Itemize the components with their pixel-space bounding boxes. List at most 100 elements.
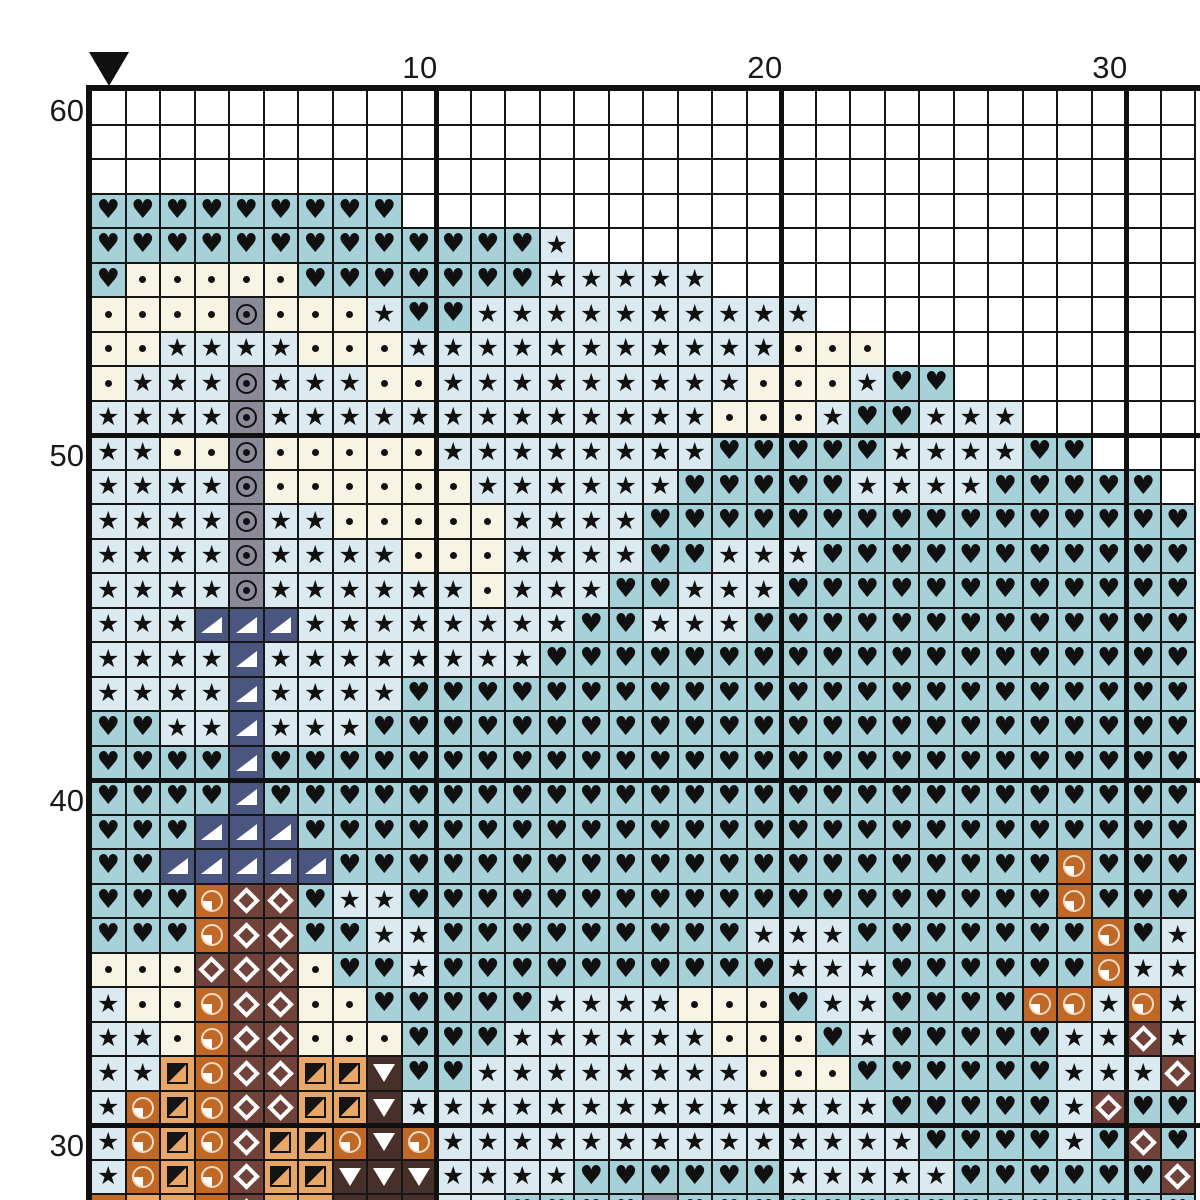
stitch-cell-heart: ♥ — [299, 919, 334, 954]
stitch-cell-heart: ♥ — [1058, 677, 1093, 712]
stitch-cell-heart: ♥ — [1023, 815, 1058, 850]
down-triangle-symbol-icon — [407, 1167, 430, 1186]
stitch-cell-empty — [1023, 125, 1058, 160]
stitch-cell-empty — [713, 194, 748, 229]
stitch-cell-empty — [1127, 298, 1162, 333]
star-symbol-icon: ★ — [580, 540, 603, 570]
stitch-cell-dot — [195, 436, 230, 471]
stitch-cell-dot — [161, 436, 196, 471]
stitch-cell-heart: ♥ — [1092, 884, 1127, 919]
quarter-circle-symbol-icon — [1063, 855, 1086, 878]
stitch-cell-heart: ♥ — [506, 1195, 541, 1200]
stitch-cell-heart: ♥ — [989, 505, 1024, 540]
stitch-cell-quarter-circle — [1023, 988, 1058, 1023]
half-square-symbol-icon — [304, 1062, 326, 1084]
stitch-cell-heart: ♥ — [885, 815, 920, 850]
stitch-cell-heart: ♥ — [575, 608, 610, 643]
heart-symbol-icon: ♥ — [1028, 919, 1052, 950]
star-symbol-icon: ★ — [269, 643, 292, 673]
star-symbol-icon: ★ — [373, 298, 396, 328]
stitch-cell-heart: ♥ — [713, 505, 748, 540]
star-symbol-icon: ★ — [476, 1057, 499, 1087]
star-symbol-icon: ★ — [476, 333, 499, 363]
stitch-cell-heart: ♥ — [506, 884, 541, 919]
stitch-cell-heart: ♥ — [126, 850, 161, 885]
stitch-cell-empty — [264, 91, 299, 126]
star-symbol-icon: ★ — [545, 505, 568, 535]
heart-symbol-icon: ♥ — [890, 746, 914, 777]
star-symbol-icon: ★ — [787, 954, 810, 984]
stitch-cell-heart: ♥ — [1161, 1126, 1196, 1161]
stitch-cell-star: ★ — [816, 988, 851, 1023]
stitch-cell-star: ★ — [954, 401, 989, 436]
stitch-cell-heart: ♥ — [954, 505, 989, 540]
heart-symbol-icon: ♥ — [476, 1022, 500, 1053]
heart-symbol-icon: ♥ — [924, 1091, 948, 1122]
star-symbol-icon: ★ — [821, 988, 844, 1018]
heart-symbol-icon: ♥ — [924, 677, 948, 708]
stitch-cell-star: ★ — [816, 919, 851, 954]
heart-symbol-icon: ♥ — [510, 263, 534, 294]
stitch-cell-heart: ♥ — [816, 643, 851, 678]
star-symbol-icon: ★ — [476, 609, 499, 639]
star-symbol-icon: ★ — [683, 333, 706, 363]
star-symbol-icon: ★ — [97, 643, 120, 673]
dot-symbol-icon — [725, 1000, 733, 1008]
stitch-cell-heart: ♥ — [954, 539, 989, 574]
star-symbol-icon: ★ — [1166, 988, 1189, 1018]
star-symbol-icon: ★ — [511, 643, 534, 673]
star-symbol-icon: ★ — [407, 919, 430, 949]
stitch-cell-heart: ♥ — [575, 815, 610, 850]
heart-symbol-icon: ♥ — [1028, 1022, 1052, 1053]
heart-symbol-icon: ♥ — [752, 677, 776, 708]
stitch-cell-heart: ♥ — [885, 367, 920, 402]
heart-symbol-icon: ♥ — [786, 988, 810, 1019]
stitch-cell-heart: ♥ — [989, 953, 1024, 988]
heart-symbol-icon: ♥ — [1131, 850, 1155, 881]
stitch-cell-heart: ♥ — [333, 263, 368, 298]
stitch-cell-empty — [402, 160, 437, 195]
stitch-cell-heart: ♥ — [609, 884, 644, 919]
stitch-cell-heart: ♥ — [782, 470, 817, 505]
stitch-cell-star: ★ — [747, 1091, 782, 1126]
stitch-cell-heart: ♥ — [1092, 643, 1127, 678]
stitch-cell-heart: ♥ — [471, 919, 506, 954]
diamond-symbol-icon — [232, 1128, 260, 1156]
stitch-cell-star: ★ — [161, 367, 196, 402]
stitch-cell-half-square — [333, 1057, 368, 1092]
stitch-cell-heart: ♥ — [816, 436, 851, 471]
stitch-cell-heart: ♥ — [1023, 1126, 1058, 1161]
stitch-cell-heart: ♥ — [816, 884, 851, 919]
stitch-cell-heart: ♥ — [782, 643, 817, 678]
stitch-cell-star: ★ — [851, 953, 886, 988]
star-symbol-icon: ★ — [166, 678, 189, 708]
stitch-cell-heart: ♥ — [816, 608, 851, 643]
corner-triangle-symbol-icon — [270, 858, 292, 875]
fisheye-symbol-icon — [235, 303, 257, 325]
stitch-cell-star: ★ — [161, 505, 196, 540]
stitch-cell-heart: ♥ — [299, 815, 334, 850]
column-start-marker-icon — [89, 52, 129, 86]
stitch-cell-star: ★ — [609, 298, 644, 333]
stitch-cell-fisheye — [230, 505, 265, 540]
star-symbol-icon: ★ — [97, 988, 120, 1018]
star-symbol-icon: ★ — [856, 1126, 879, 1156]
dot-symbol-icon — [449, 552, 457, 560]
stitch-cell-heart: ♥ — [506, 815, 541, 850]
stitch-cell-heart: ♥ — [1023, 746, 1058, 781]
stitch-cell-heart: ♥ — [1023, 436, 1058, 471]
stitch-cell-dot — [713, 988, 748, 1023]
stitch-cell-star: ★ — [506, 1160, 541, 1195]
stitch-cell-heart: ♥ — [1092, 505, 1127, 540]
star-symbol-icon: ★ — [994, 436, 1017, 466]
star-symbol-icon: ★ — [545, 436, 568, 466]
heart-symbol-icon: ♥ — [717, 919, 741, 950]
stitch-cell-diamond — [264, 1057, 299, 1092]
stitch-cell-empty — [954, 194, 989, 229]
stitch-cell-star: ★ — [713, 539, 748, 574]
stitch-cell-heart: ♥ — [264, 229, 299, 264]
stitch-cell-star: ★ — [1092, 988, 1127, 1023]
stitch-cell-empty — [782, 160, 817, 195]
stitch-cell-star: ★ — [1092, 1057, 1127, 1092]
dot-symbol-icon — [829, 379, 837, 387]
